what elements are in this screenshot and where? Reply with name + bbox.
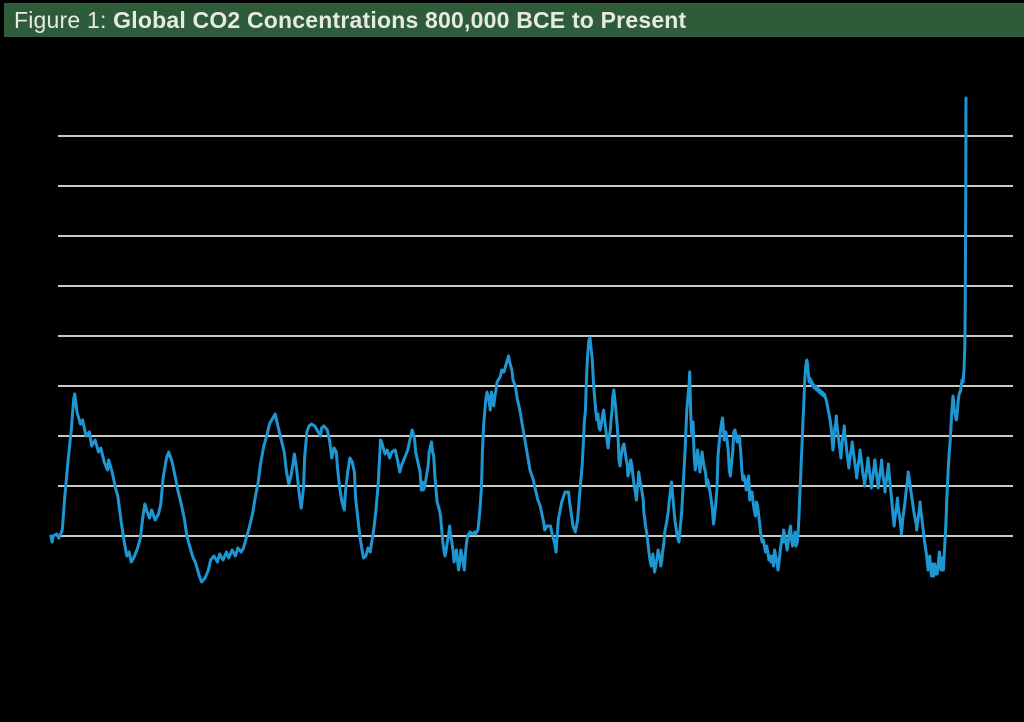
co2-series-line	[49, 96, 968, 584]
figure-title: Global CO2 Concentrations 800,000 BCE to…	[113, 6, 687, 33]
figure-header-bar: Figure 1: Global CO2 Concentrations 800,…	[4, 3, 1024, 37]
figure-label: Figure 1:	[14, 6, 114, 33]
